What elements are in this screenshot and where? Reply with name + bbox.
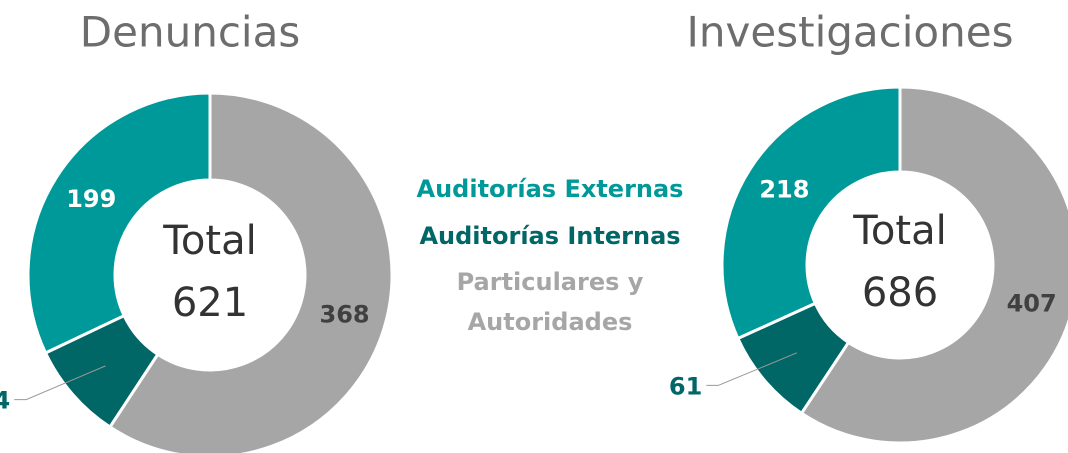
donut-slice <box>26 91 212 355</box>
legend-box: Particulares y Autoridades <box>456 268 644 336</box>
data-label: 218 <box>759 176 809 204</box>
center-total: 621 <box>172 280 248 326</box>
center-label: Total <box>852 208 946 254</box>
leader-line <box>706 352 798 386</box>
chart-title: Investigaciones <box>687 8 1014 57</box>
data-label: 407 <box>1007 290 1057 318</box>
center-label: Total <box>162 218 256 264</box>
legend-entry: Auditorías Externas <box>417 175 684 203</box>
legend-entry: Particulares y Autoridades <box>456 268 644 336</box>
legend-entry: Auditorías Internas <box>419 222 680 250</box>
data-label: 54 <box>0 387 10 415</box>
data-label: 368 <box>320 300 370 328</box>
donut-slice <box>799 85 1068 445</box>
donut-slice <box>107 91 394 453</box>
data-label: 199 <box>66 185 116 213</box>
chart-title: Denuncias <box>80 8 300 57</box>
leader-line <box>14 365 106 401</box>
data-label: 61 <box>669 372 702 400</box>
donut-slice <box>720 85 902 341</box>
center-total: 686 <box>862 270 938 316</box>
